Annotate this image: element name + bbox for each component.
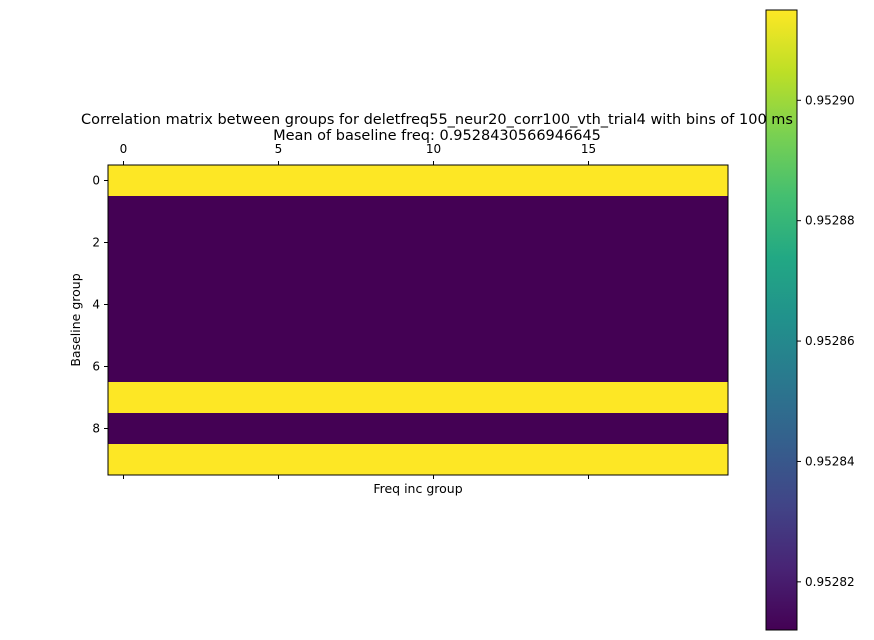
y-tick-label: 4	[92, 298, 100, 312]
colorbar-tick-label: 0.95288	[805, 214, 855, 228]
plot-frame	[107, 164, 729, 476]
heatmap-row-7	[108, 382, 728, 414]
colorbar	[765, 9, 798, 631]
heatmap-row-6	[108, 351, 728, 383]
x-tick-label: 5	[275, 142, 283, 156]
x-tick-label: 15	[581, 142, 596, 156]
colorbar-ticks: 0.95282 0.95284 0.95286 0.95288 0.95290	[797, 93, 855, 589]
chart-subtitle: Mean of baseline freq: 0.952843056694664…	[273, 128, 601, 144]
colorbar-tick-label: 0.95284	[805, 454, 855, 468]
x-tick-label: 10	[426, 142, 441, 156]
heatmap-cells	[108, 165, 728, 476]
chart-title: Correlation matrix between groups for de…	[81, 112, 793, 128]
colorbar-tick-label: 0.95282	[805, 575, 855, 589]
colorbar-tick-label: 0.95290	[805, 93, 855, 107]
y-tick-label: 0	[92, 174, 100, 188]
heatmap-row-1	[108, 196, 728, 228]
heatmap-row-4	[108, 289, 728, 321]
x-axis-ticks: 0 5 10 15	[120, 142, 596, 479]
y-axis-label: Baseline group	[68, 273, 83, 366]
y-axis-ticks: 0 2 4 6 8	[92, 174, 108, 436]
y-tick-label: 6	[92, 360, 100, 374]
heatmap-row-2	[108, 227, 728, 259]
heatmap-row-8	[108, 413, 728, 445]
x-axis-label: Freq inc group	[373, 481, 462, 496]
colorbar-tick-label: 0.95286	[805, 334, 855, 348]
heatmap-row-0	[108, 165, 728, 197]
heatmap-row-3	[108, 258, 728, 290]
heatmap-row-5	[108, 320, 728, 352]
y-tick-label: 8	[92, 422, 100, 436]
y-tick-label: 2	[92, 236, 100, 250]
x-tick-label: 0	[120, 142, 128, 156]
heatmap-row-9	[108, 444, 728, 476]
